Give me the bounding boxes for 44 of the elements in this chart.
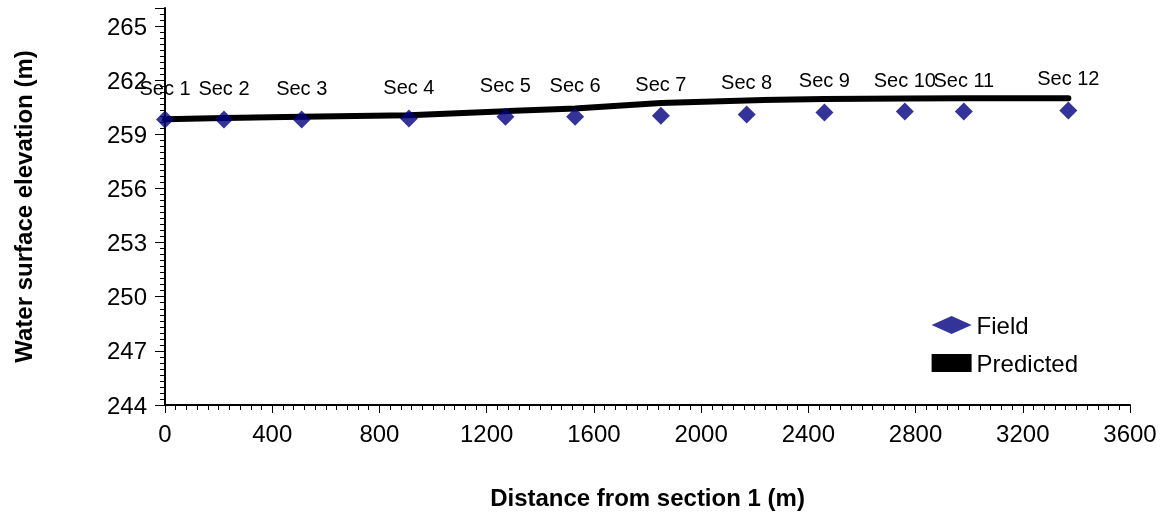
y-tick-label: 250: [106, 283, 147, 311]
legend-label: Field: [976, 311, 1029, 339]
point: [815, 103, 834, 122]
point: [156, 110, 174, 129]
annotation: Sec 9: [798, 69, 850, 92]
x-tick-label: 1200: [459, 419, 514, 447]
x-tick-label: 3600: [1103, 419, 1157, 447]
point: [651, 106, 670, 125]
y-tick-label: 256: [106, 174, 147, 202]
point: [895, 102, 914, 121]
point: [954, 102, 973, 121]
annotation: Sec 8: [721, 71, 773, 94]
y-tick-label: 265: [106, 12, 147, 40]
point: [1059, 101, 1078, 120]
x-axis-title: Distance from section 1 (m): [490, 483, 805, 511]
y-tick-label: 244: [106, 391, 147, 419]
annotation: Sec 5: [479, 73, 532, 96]
annotation: Sec 6: [549, 73, 601, 96]
x-tick-label: 2000: [674, 419, 728, 447]
x-tick-label: 2400: [781, 419, 836, 447]
x-tick-label: 3200: [996, 419, 1050, 447]
point: [737, 105, 756, 124]
point: [399, 109, 418, 128]
annotation: Sec 2: [198, 76, 250, 99]
point: [214, 110, 233, 129]
point: [496, 107, 515, 126]
annotation: Sec 4: [383, 75, 435, 98]
annotation: Sec 12: [1037, 67, 1100, 90]
annotation: Sec 11: [933, 68, 995, 91]
annotation: Sec 3: [276, 76, 328, 99]
y-tick-label: 253: [106, 229, 147, 257]
annotation: Sec 10: [873, 68, 936, 91]
y-tick-label: 247: [106, 337, 147, 365]
legend-label: Predicted: [976, 349, 1078, 377]
point: [566, 107, 585, 126]
x-tick-label: 0: [158, 419, 172, 447]
point: [292, 110, 311, 129]
y-axis-title: Water surface elevation (m): [9, 50, 37, 363]
x-tick-label: 400: [252, 419, 293, 447]
annotation: Sec 7: [635, 72, 687, 95]
y-tick-label: 259: [106, 120, 147, 148]
x-tick-label: 800: [359, 419, 400, 447]
x-tick-label: 2800: [888, 419, 943, 447]
x-tick-label: 1600: [567, 419, 621, 447]
